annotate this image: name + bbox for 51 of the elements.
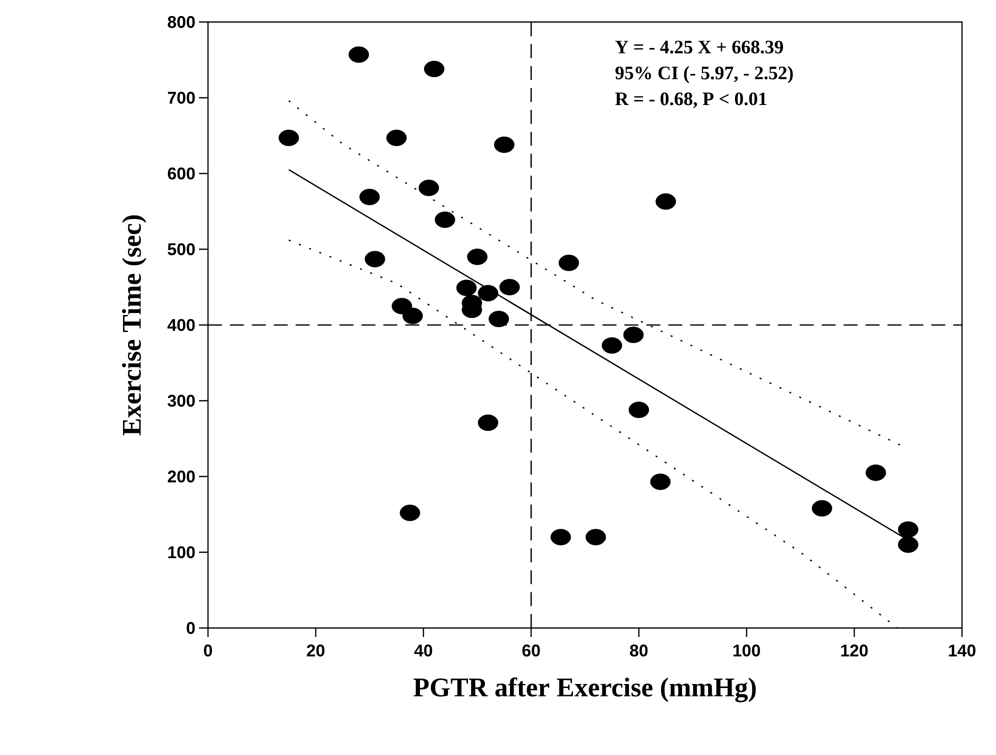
- point: [456, 280, 477, 296]
- y-axis-title: Exercise Time (sec): [122, 215, 146, 436]
- point: [424, 60, 444, 78]
- y-tick-label: 800: [168, 16, 195, 28]
- point: [550, 528, 571, 546]
- point: [478, 284, 498, 302]
- x-tick-label: 20: [306, 644, 324, 657]
- annotation: 95% CI (- 5.97, - 2.52): [615, 66, 793, 84]
- point: [586, 528, 606, 546]
- y-tick-label: 600: [168, 168, 195, 180]
- point: [467, 248, 488, 266]
- point: [898, 536, 918, 553]
- point: [866, 464, 886, 481]
- point: [488, 310, 510, 328]
- point: [494, 136, 514, 153]
- point: [656, 193, 676, 210]
- point: [623, 326, 644, 344]
- y-tick-label: 400: [167, 319, 195, 331]
- point: [558, 254, 580, 272]
- x-tick-label: 120: [841, 644, 868, 657]
- point: [602, 337, 622, 354]
- y-tick-label: 200: [168, 470, 195, 482]
- y-tick-label: 500: [168, 243, 195, 256]
- point: [364, 250, 386, 268]
- point: [400, 504, 420, 522]
- y-tick-label: 300: [168, 394, 195, 407]
- point: [418, 180, 440, 196]
- annotation: R = - 0.68, P < 0.01: [615, 92, 766, 108]
- point: [499, 278, 520, 296]
- y-tick-label: 100: [168, 546, 195, 558]
- point: [812, 500, 832, 517]
- x-tick-label: 100: [734, 644, 760, 657]
- x-axis-title: PGTR after Exercise (mmHg): [414, 677, 756, 702]
- point: [359, 188, 380, 206]
- point: [628, 402, 650, 418]
- x-tick-label: 0: [204, 644, 212, 657]
- x-tick-label: 140: [948, 644, 976, 657]
- point: [386, 130, 407, 146]
- x-tick-label: 80: [630, 644, 648, 657]
- point: [478, 414, 498, 431]
- x-tick-label: 60: [522, 644, 540, 657]
- y-tick-label: 700: [168, 92, 195, 104]
- point: [434, 212, 456, 228]
- annotation: Y = - 4.25 X + 668.39: [615, 40, 784, 54]
- point: [650, 474, 671, 490]
- y-tick-label: 0: [186, 622, 195, 634]
- point: [348, 46, 370, 63]
- point: [402, 308, 423, 324]
- x-tick-label: 40: [414, 644, 432, 657]
- point: [898, 521, 918, 538]
- point: [278, 130, 299, 146]
